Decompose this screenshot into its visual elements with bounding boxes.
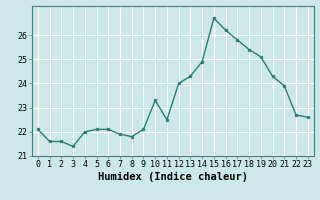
- X-axis label: Humidex (Indice chaleur): Humidex (Indice chaleur): [98, 172, 248, 182]
